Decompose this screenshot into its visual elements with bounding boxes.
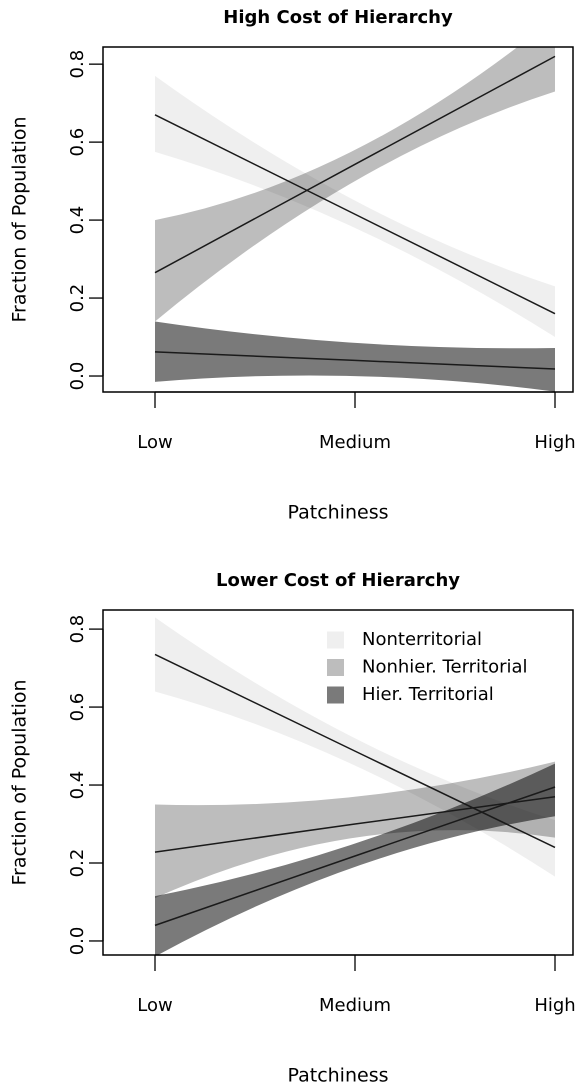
confidence-band: [155, 763, 555, 955]
fit-line: [154, 351, 556, 370]
legend-label: Hier. Territorial: [362, 684, 494, 705]
panel: Lower Cost of Hierarchy 0.0 0.2 0.4 0.6 0.8 Lo…: [9, 570, 576, 1087]
y-tick-label: 0.2: [67, 284, 88, 313]
x-axis-label: Patchiness: [288, 1065, 389, 1087]
chart-title: Lower Cost of Hierarchy: [216, 570, 460, 591]
legend-label: Nonhier. Territorial: [362, 657, 528, 678]
x-tick-label: Medium: [319, 432, 391, 453]
y-axis-label: Fraction of Population: [9, 679, 31, 885]
confidence-band: [155, 47, 555, 322]
y-tick-label: 0.0: [67, 362, 88, 391]
fit-line: [154, 786, 556, 927]
y-tick-label: 0.6: [67, 128, 88, 157]
fit-line: [154, 114, 556, 315]
y-tick-label: 0.6: [67, 693, 88, 722]
y-tick-label: 0.8: [67, 615, 88, 644]
x-tick-label: High: [534, 995, 575, 1016]
y-tick-label: 0.8: [67, 50, 88, 79]
confidence-band: [155, 321, 555, 392]
y-tick-label: 0.4: [67, 206, 88, 235]
fit-line: [154, 795, 556, 853]
y-tick-label: 0.4: [67, 771, 88, 800]
x-axis-label: Patchiness: [288, 502, 389, 524]
legend-swatch: [327, 686, 344, 704]
x-tick-label: High: [534, 432, 575, 453]
fit-line: [154, 653, 556, 849]
x-tick-label: Medium: [319, 995, 391, 1016]
plot-area: [154, 617, 556, 955]
y-tick-label: 0.0: [67, 927, 88, 956]
confidence-band: [155, 75, 555, 338]
fit-line: [154, 55, 556, 274]
panel: High Cost of Hierarchy 0.0 0.2 0.4 0.6 0.8 Low…: [9, 7, 576, 524]
x-tick-label: Low: [137, 432, 172, 453]
y-axis-label: Fraction of Population: [9, 116, 31, 322]
plot-area: [154, 47, 556, 392]
legend: Nonterritorial Nonhier. Territorial Hier. …: [327, 629, 528, 705]
chart-title: High Cost of Hierarchy: [223, 7, 453, 28]
legend-label: Nonterritorial: [362, 629, 482, 650]
legend-swatch: [327, 631, 344, 649]
confidence-band: [155, 761, 555, 899]
x-tick-label: Low: [137, 995, 172, 1016]
y-tick-label: 0.2: [67, 849, 88, 878]
legend-swatch: [327, 659, 344, 676]
